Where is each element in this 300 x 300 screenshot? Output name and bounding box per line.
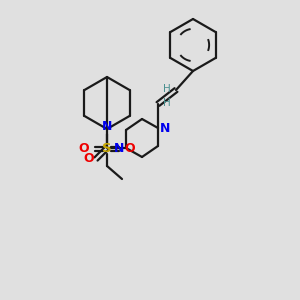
Text: O: O [84,152,94,164]
Text: S: S [102,142,112,155]
Text: O: O [125,142,135,155]
Text: N: N [160,122,170,134]
Text: N: N [102,121,112,134]
Text: H: H [163,84,171,94]
Text: O: O [79,142,89,155]
Text: N: N [114,142,124,154]
Text: H: H [163,98,171,108]
